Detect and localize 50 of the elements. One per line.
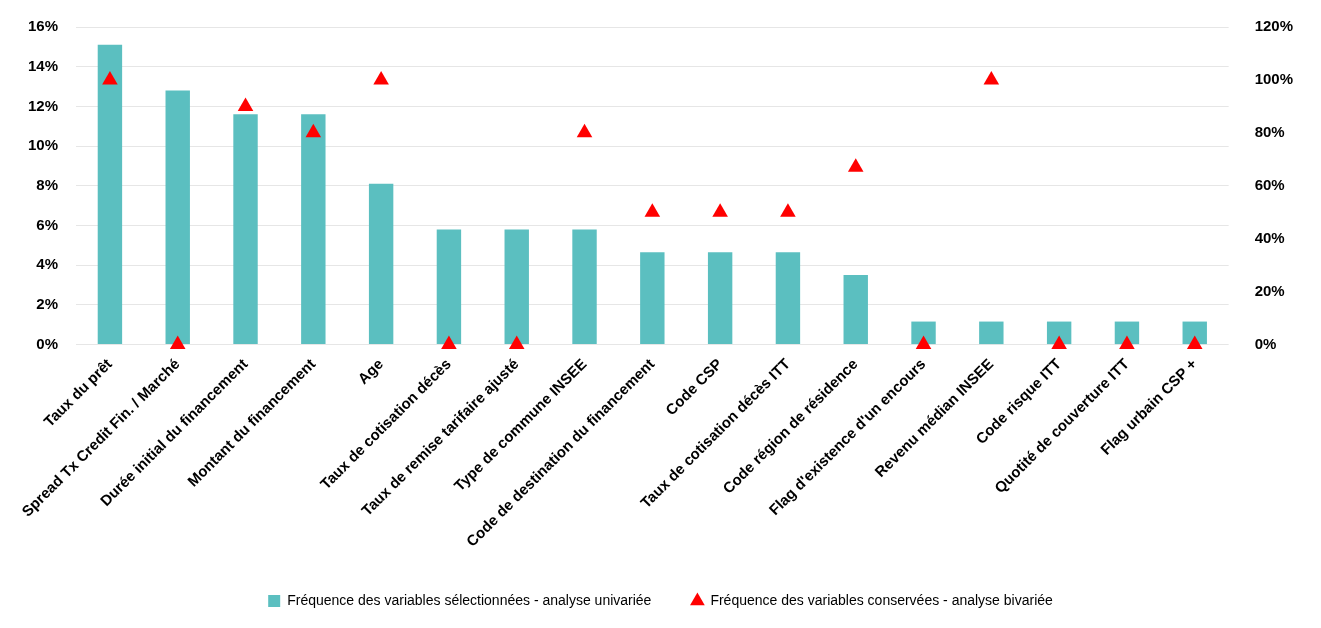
point xyxy=(1186,335,1203,350)
y2-tick-label: 120% xyxy=(1254,17,1294,35)
point xyxy=(983,70,1000,85)
y-tick-label: 6% xyxy=(36,215,59,233)
point xyxy=(441,335,457,350)
bar xyxy=(97,44,123,345)
bar xyxy=(504,229,529,345)
y-tick-label: 2% xyxy=(36,295,59,313)
bar xyxy=(165,90,190,345)
point xyxy=(712,203,728,217)
point xyxy=(780,203,796,217)
bar xyxy=(233,114,258,345)
bar xyxy=(775,252,801,345)
bar xyxy=(572,229,597,345)
y2-tick-label: 20% xyxy=(1254,281,1285,299)
point xyxy=(915,335,932,350)
point xyxy=(169,335,186,350)
y-tick-label: 4% xyxy=(36,255,59,273)
y-tick-label: 8% xyxy=(36,175,59,193)
y2-tick-label: 100% xyxy=(1254,70,1294,88)
y-tick-label: 12% xyxy=(27,96,59,114)
point xyxy=(373,70,389,85)
x-tick-label: Age xyxy=(354,354,387,388)
point xyxy=(644,203,661,217)
legend-label: Fréquence des variables conservées - analyse bivariée xyxy=(710,591,1054,608)
legend-label: Fréquence des variables sélectionnées - analyse univariée xyxy=(287,591,652,608)
bar xyxy=(843,275,868,345)
point xyxy=(847,158,864,172)
y2-tick-label: 40% xyxy=(1254,228,1285,246)
bar xyxy=(368,183,394,345)
point xyxy=(1119,335,1135,350)
bar xyxy=(640,252,665,345)
point xyxy=(237,97,254,111)
y-tick-label: 0% xyxy=(36,334,59,352)
y-tick-label: 10% xyxy=(27,136,59,154)
point xyxy=(102,70,118,85)
point xyxy=(576,123,593,138)
y-tick-label: 14% xyxy=(27,56,59,74)
bar xyxy=(301,114,326,345)
y2-tick-label: 80% xyxy=(1254,123,1285,140)
bar xyxy=(707,252,733,345)
point xyxy=(508,335,525,350)
bar xyxy=(436,229,462,345)
point xyxy=(305,123,322,138)
y-tick-label: 16% xyxy=(27,17,59,35)
y2-tick-label: 60% xyxy=(1254,175,1285,193)
point xyxy=(1051,335,1067,350)
bar xyxy=(979,321,1004,345)
bar xyxy=(911,321,936,345)
y2-tick-label: 0% xyxy=(1254,334,1277,352)
